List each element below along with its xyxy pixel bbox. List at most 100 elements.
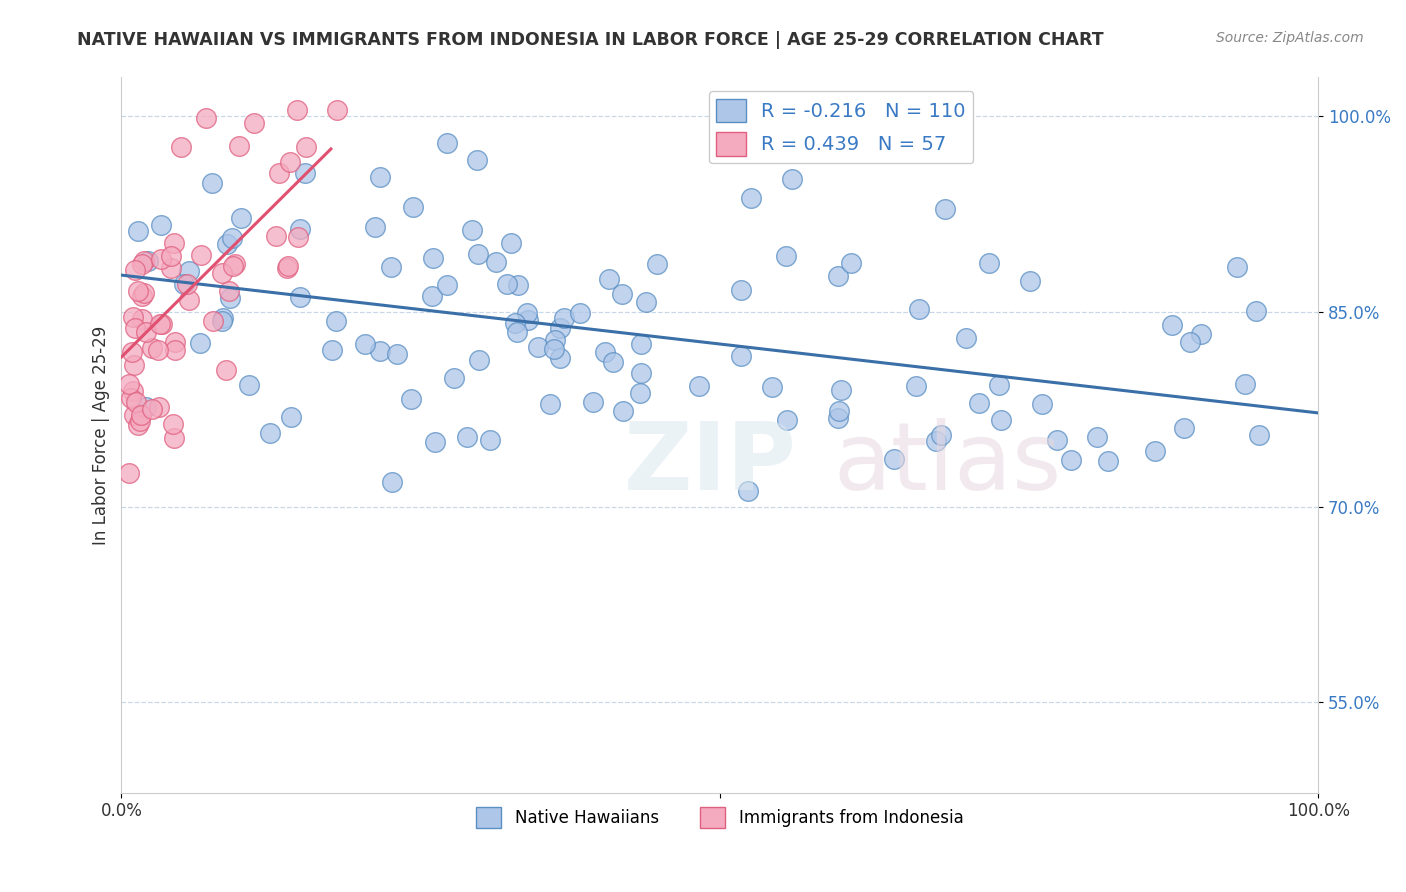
Point: [222, 260, 245, 274]
Point: [141, 401, 163, 416]
Point: [780, 171, 803, 186]
Point: [506, 278, 529, 293]
Point: [218, 284, 240, 298]
Point: [288, 290, 311, 304]
Point: [1178, 334, 1201, 349]
Point: [905, 379, 928, 393]
Point: [136, 253, 159, 268]
Point: [122, 384, 145, 399]
Point: [730, 283, 752, 297]
Text: ZIP: ZIP: [624, 417, 797, 509]
Point: [149, 252, 172, 266]
Point: [278, 154, 301, 169]
Point: [776, 412, 799, 426]
Point: [141, 341, 163, 355]
Point: [385, 347, 408, 361]
Point: [841, 256, 863, 270]
Point: [325, 314, 347, 328]
Point: [221, 231, 243, 245]
Point: [1173, 421, 1195, 435]
Point: [354, 337, 377, 351]
Point: [259, 425, 281, 440]
Point: [496, 277, 519, 291]
Point: [264, 229, 287, 244]
Point: [179, 293, 201, 307]
Point: [201, 176, 224, 190]
Point: [828, 403, 851, 417]
Point: [176, 277, 198, 291]
Point: [217, 236, 239, 251]
Point: [548, 351, 571, 366]
Point: [1244, 304, 1267, 318]
Point: [501, 236, 523, 251]
Point: [630, 337, 652, 351]
Point: [163, 236, 186, 251]
Point: [146, 343, 169, 357]
Point: [436, 136, 458, 151]
Point: [929, 428, 952, 442]
Point: [478, 433, 501, 447]
Point: [173, 277, 195, 291]
Point: [127, 224, 149, 238]
Point: [436, 278, 458, 293]
Point: [990, 413, 1012, 427]
Point: [1097, 454, 1119, 468]
Point: [628, 386, 651, 401]
Point: [443, 370, 465, 384]
Point: [231, 211, 253, 225]
Text: NATIVE HAWAIIAN VS IMMIGRANTS FROM INDONESIA IN LABOR FORCE | AGE 25-29 CORRELAT: NATIVE HAWAIIAN VS IMMIGRANTS FROM INDON…: [77, 31, 1104, 49]
Point: [122, 310, 145, 324]
Point: [163, 335, 186, 350]
Point: [381, 475, 404, 489]
Point: [399, 392, 422, 407]
Point: [544, 333, 567, 347]
Point: [688, 379, 710, 393]
Point: [129, 414, 152, 428]
Point: [506, 325, 529, 339]
Point: [127, 284, 149, 298]
Point: [129, 408, 152, 422]
Point: [132, 285, 155, 300]
Legend: Native Hawaiians, Immigrants from Indonesia: Native Hawaiians, Immigrants from Indone…: [470, 801, 970, 834]
Point: [516, 305, 538, 319]
Point: [827, 268, 849, 283]
Point: [569, 306, 592, 320]
Point: [645, 257, 668, 271]
Point: [775, 250, 797, 264]
Point: [280, 409, 302, 424]
Point: [131, 289, 153, 303]
Point: [456, 430, 478, 444]
Point: [215, 362, 238, 376]
Point: [170, 139, 193, 153]
Point: [364, 220, 387, 235]
Point: [883, 451, 905, 466]
Point: [122, 358, 145, 372]
Point: [461, 223, 484, 237]
Point: [159, 249, 181, 263]
Point: [402, 200, 425, 214]
Y-axis label: In Labor Force | Age 25-29: In Labor Force | Age 25-29: [93, 326, 110, 545]
Point: [740, 191, 762, 205]
Point: [612, 286, 634, 301]
Point: [211, 314, 233, 328]
Point: [1019, 274, 1042, 288]
Point: [295, 140, 318, 154]
Point: [934, 202, 956, 216]
Point: [1189, 326, 1212, 341]
Point: [1226, 260, 1249, 274]
Point: [228, 139, 250, 153]
Point: [977, 255, 1000, 269]
Point: [321, 343, 343, 358]
Point: [190, 248, 212, 262]
Point: [484, 255, 506, 269]
Point: [516, 312, 538, 326]
Point: [582, 395, 605, 409]
Point: [467, 247, 489, 261]
Point: [288, 222, 311, 236]
Point: [135, 325, 157, 339]
Point: [179, 264, 201, 278]
Point: [277, 259, 299, 273]
Point: [468, 353, 491, 368]
Point: [162, 417, 184, 431]
Point: [827, 411, 849, 425]
